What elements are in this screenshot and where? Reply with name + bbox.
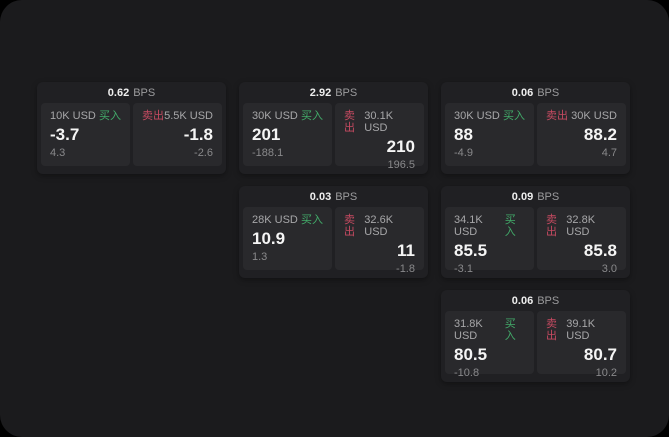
spread-unit: BPS: [335, 86, 358, 99]
buy-size: 30K USD: [454, 110, 500, 122]
quote-card: 0.06 BPS 30K USD 买入 88 -4.9 卖出 30K USD 8…: [441, 82, 630, 174]
sell-price: 88.2: [583, 125, 617, 144]
buy-change: -3.1: [454, 263, 473, 275]
spread-unit: BPS: [537, 294, 560, 307]
buy-side-label: 买入: [504, 214, 516, 238]
buy-size: 34.1K USD: [454, 214, 483, 238]
buy-side-label: 买入: [99, 110, 121, 122]
sell-size: 30K USD: [571, 110, 617, 122]
buy-size: 10K USD: [50, 110, 96, 122]
sell-size: 39.1K USD: [566, 318, 596, 342]
sell-side-label: 卖出: [546, 110, 568, 122]
sell-side-label: 卖出: [142, 110, 164, 122]
sell-price: 11: [397, 241, 415, 260]
spread-unit: BPS: [133, 86, 156, 99]
buy-panel[interactable]: 28K USD 买入 10.9 1.3: [243, 207, 332, 270]
buy-price: 85.5: [454, 241, 488, 260]
spread-header: 2.92 BPS: [239, 82, 428, 103]
buy-panel[interactable]: 31.8K USD 买入 80.5 -10.8: [445, 311, 534, 379]
sell-panel[interactable]: 卖出 30.1K USD 210 196.5: [335, 103, 424, 171]
spread-header: 0.06 BPS: [441, 290, 630, 311]
sell-side-label: 卖出: [546, 318, 557, 342]
buy-panel[interactable]: 30K USD 买入 88 -4.9: [445, 103, 534, 166]
spread-value: 0.06: [511, 86, 534, 99]
spread-value: 0.03: [309, 190, 332, 203]
spread-value: 0.09: [511, 190, 534, 203]
spread-value: 0.62: [107, 86, 130, 99]
spread-header: 0.09 BPS: [441, 186, 630, 207]
sell-side-label: 卖出: [344, 214, 355, 238]
spread-unit: BPS: [537, 190, 560, 203]
spread-unit: BPS: [537, 86, 560, 99]
buy-side-label: 买入: [301, 110, 323, 122]
buy-side-label: 买入: [504, 318, 516, 342]
buy-change: -10.8: [454, 367, 480, 379]
sell-change: 4.7: [601, 147, 617, 159]
buy-change: 4.3: [50, 147, 66, 159]
buy-panel[interactable]: 10K USD 买入 -3.7 4.3: [41, 103, 130, 166]
buy-side-label: 买入: [301, 214, 323, 226]
sell-panel[interactable]: 卖出 39.1K USD 80.7 10.2: [537, 311, 626, 379]
spread-header: 0.62 BPS: [37, 82, 226, 103]
sell-size: 30.1K USD: [364, 110, 394, 134]
sell-panel[interactable]: 卖出 5.5K USD -1.8 -2.6: [133, 103, 222, 166]
spread-value: 2.92: [309, 86, 332, 99]
buy-size: 30K USD: [252, 110, 298, 122]
quote-card: 0.62 BPS 10K USD 买入 -3.7 4.3 卖出 5.5K USD…: [37, 82, 226, 174]
buy-panel[interactable]: 30K USD 买入 201 -188.1: [243, 103, 332, 166]
quote-card: 2.92 BPS 30K USD 买入 201 -188.1 卖出 30.1K …: [239, 82, 428, 174]
buy-price: -3.7: [50, 125, 80, 144]
buy-size: 31.8K USD: [454, 318, 483, 342]
sell-panel[interactable]: 卖出 32.8K USD 85.8 3.0: [537, 207, 626, 275]
spread-unit: BPS: [335, 190, 358, 203]
buy-change: -4.9: [454, 147, 473, 159]
sell-change: 196.5: [387, 159, 415, 171]
sell-change: -2.6: [194, 147, 213, 159]
spread-value: 0.06: [511, 294, 534, 307]
buy-change: 1.3: [252, 251, 268, 263]
sell-change: 10.2: [595, 367, 617, 379]
buy-price: 80.5: [454, 345, 488, 364]
sell-side-label: 卖出: [546, 214, 557, 238]
sell-price: 210: [386, 137, 415, 156]
buy-size: 28K USD: [252, 214, 298, 226]
sell-price: -1.8: [183, 125, 213, 144]
sell-panel[interactable]: 卖出 32.6K USD 11 -1.8: [335, 207, 424, 275]
sell-size: 32.6K USD: [364, 214, 394, 238]
quote-card: 0.09 BPS 34.1K USD 买入 85.5 -3.1 卖出 32.8K…: [441, 186, 630, 278]
buy-change: -188.1: [252, 147, 284, 159]
quote-card: 0.03 BPS 28K USD 买入 10.9 1.3 卖出 32.6K US…: [239, 186, 428, 278]
sell-price: 85.8: [583, 241, 617, 260]
sell-side-label: 卖出: [344, 110, 355, 134]
buy-price: 88: [454, 125, 473, 144]
spread-header: 0.06 BPS: [441, 82, 630, 103]
quote-card: 0.06 BPS 31.8K USD 买入 80.5 -10.8 卖出 39.1…: [441, 290, 630, 382]
sell-price: 80.7: [583, 345, 617, 364]
sell-change: 3.0: [601, 263, 617, 275]
buy-price: 10.9: [252, 229, 286, 248]
sell-panel[interactable]: 卖出 30K USD 88.2 4.7: [537, 103, 626, 166]
sell-size: 32.8K USD: [566, 214, 596, 238]
buy-panel[interactable]: 34.1K USD 买入 85.5 -3.1: [445, 207, 534, 275]
buy-price: 201: [252, 125, 281, 144]
sell-change: -1.8: [396, 263, 415, 275]
sell-size: 5.5K USD: [164, 110, 213, 122]
buy-side-label: 买入: [503, 110, 525, 122]
spread-header: 0.03 BPS: [239, 186, 428, 207]
